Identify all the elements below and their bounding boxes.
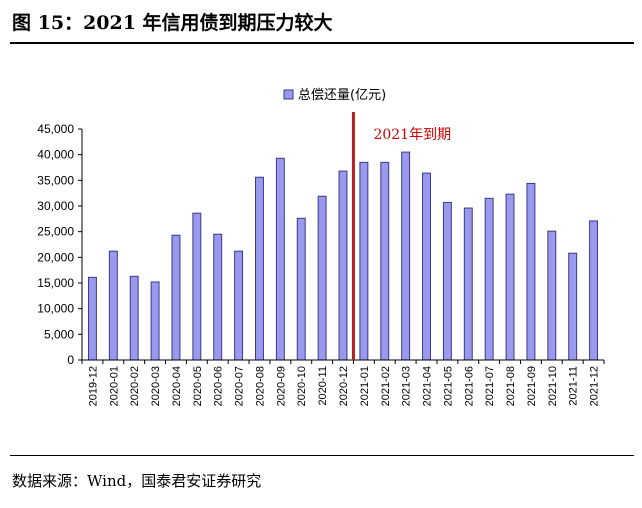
x-tick-label: 2020-10	[296, 366, 308, 406]
x-tick-label: 2021-09	[526, 366, 538, 406]
x-tick-label: 2021-07	[484, 366, 496, 406]
bar	[380, 161, 390, 361]
bar	[505, 193, 515, 361]
bar	[150, 281, 160, 361]
x-tick-label: 2021-02	[380, 366, 392, 406]
y-tick-label: 25,000	[37, 225, 74, 239]
x-tick-label: 2020-06	[213, 366, 225, 406]
bar	[129, 275, 139, 361]
x-tick-label: 2021-11	[568, 366, 580, 406]
y-tick-label: 35,000	[37, 173, 74, 187]
x-tick-label: 2020-08	[254, 366, 266, 406]
bar	[422, 172, 431, 361]
bar	[255, 176, 264, 361]
y-tick-label: 10,000	[37, 302, 74, 316]
legend: 总偿还量(亿元)	[283, 88, 386, 103]
bar	[87, 276, 97, 361]
x-tick-label: 2020-01	[108, 366, 120, 406]
maturity-annotation: 2021年到期	[373, 127, 451, 143]
x-axis: 2019-12 2020-01 2020-02 2020-03 2020-04 2020-…	[81, 359, 605, 406]
bar	[547, 230, 557, 361]
x-tick-label: 2021-04	[422, 366, 434, 406]
x-tick-label: 2020-11	[317, 366, 329, 406]
x-tick-label: 2021-05	[442, 366, 454, 406]
x-tick-label: 2021-08	[505, 366, 517, 406]
y-tick-label: 30,000	[37, 199, 74, 213]
maturity-marker: 2021年到期	[351, 112, 451, 360]
source-note: 数据来源：Wind，国泰君安证券研究	[12, 472, 262, 490]
bar	[338, 170, 348, 361]
bar	[171, 234, 181, 361]
bar	[213, 233, 223, 361]
bar	[589, 220, 599, 361]
x-tick-label: 2020-07	[234, 366, 246, 406]
x-tick-label: 2020-12	[338, 366, 350, 406]
y-tick-label: 45,000	[37, 122, 74, 136]
bar	[234, 250, 244, 361]
x-tick-label: 2021-06	[463, 366, 475, 406]
y-axis: 0 5,000 10,000 15,000 20,000 25,000 30,000 35,0…	[37, 122, 83, 367]
y-tick-label: 15,000	[37, 276, 74, 290]
figure-title: 图 15：2021 年信用债到期压力较大	[12, 12, 333, 34]
bar	[296, 217, 306, 361]
bar	[359, 161, 369, 361]
bars	[87, 151, 599, 361]
bar	[442, 201, 452, 361]
bar	[192, 212, 202, 361]
bar	[463, 207, 473, 361]
bar	[526, 182, 536, 361]
x-tick-label: 2020-09	[275, 366, 287, 406]
bar	[401, 151, 411, 361]
x-tick-label: 2020-03	[150, 366, 162, 406]
legend-label: 总偿还量(亿元)	[298, 88, 386, 103]
y-tick-label: 5,000	[44, 327, 74, 341]
bar	[568, 252, 578, 361]
bar	[275, 157, 285, 361]
x-tick-label: 2020-02	[129, 366, 141, 406]
bar	[108, 250, 118, 361]
legend-swatch	[283, 89, 294, 100]
top-rule	[10, 42, 634, 44]
bar	[484, 197, 494, 361]
x-tick-label: 2020-05	[192, 366, 204, 406]
y-tick-label: 0	[67, 353, 74, 367]
y-tick-label: 40,000	[37, 148, 74, 162]
x-tick-label: 2021-01	[359, 366, 371, 406]
x-tick-label: 2021-10	[547, 366, 559, 406]
x-tick-label: 2021-03	[401, 366, 413, 406]
x-tick-label: 2020-04	[171, 366, 183, 406]
bottom-rule	[10, 455, 634, 456]
y-tick-label: 20,000	[37, 250, 74, 264]
x-tick-label: 2021-12	[589, 366, 601, 406]
x-tick-label: 2019-12	[87, 366, 99, 406]
bar	[317, 195, 327, 361]
